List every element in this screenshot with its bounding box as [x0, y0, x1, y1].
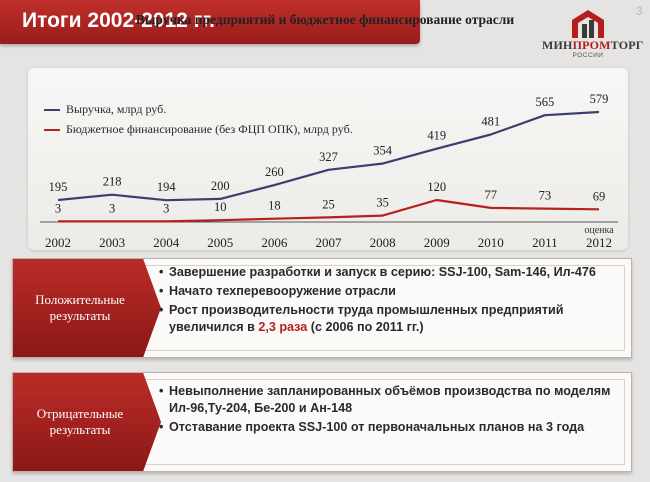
series-line-budget — [58, 198, 600, 223]
data-label: 200 — [211, 179, 230, 193]
x-tick-label: 2009 — [424, 235, 450, 250]
positive-results-list: Завершение разработки и запуск в серию: … — [159, 259, 631, 338]
data-label: 73 — [539, 189, 552, 203]
bullet-text: Завершение разработки и запуск в серию: … — [169, 265, 596, 279]
minpromtorg-logo: МИНПРОМТОРГ РОССИИ — [542, 6, 644, 68]
x-tick-label: 2002 — [45, 235, 71, 250]
positive-item: Начато техперевооружение отрасли — [159, 283, 617, 300]
bullet-text: Невыполнение запланированных объёмов про… — [169, 384, 611, 415]
logo-wordmark: МИНПРОМТОРГ — [542, 38, 644, 52]
data-label: 69 — [593, 189, 606, 203]
x-tick-label: 2011 — [532, 235, 558, 250]
page-number: 3 — [636, 4, 643, 18]
legend-item-revenue: Выручка, млрд руб. — [44, 102, 166, 118]
logo-emblem-icon — [572, 10, 604, 38]
x-tick-label: 2006 — [261, 235, 288, 250]
data-label: 481 — [481, 115, 500, 129]
highlight-text: 2,3 раза — [258, 320, 308, 334]
data-label: 195 — [49, 180, 68, 194]
positive-item: Завершение разработки и запуск в серию: … — [159, 264, 617, 281]
legend-swatch-budget — [44, 129, 60, 132]
data-label: 35 — [376, 196, 389, 210]
x-tick-label: 2003 — [99, 235, 125, 250]
positive-results-label: Положительные результаты — [35, 292, 125, 323]
x-tick-label: 2007 — [316, 235, 343, 250]
series-line-revenue — [57, 110, 600, 202]
data-label: 194 — [157, 180, 177, 194]
revenue-budget-chart: 2002 2003 2004 2005 2006 2007 2008 2009 2010 2011… — [40, 92, 618, 250]
logo-subtitle: РОССИИ — [572, 52, 604, 59]
negative-item: Невыполнение запланированных объёмов про… — [159, 383, 617, 417]
legend-label-revenue: Выручка, млрд руб. — [66, 102, 167, 116]
data-label: 3 — [109, 201, 115, 215]
x-tick-note: оценка — [584, 225, 614, 236]
title-bar: Итоги 2002-2012 гг. — [0, 0, 420, 44]
data-label: 565 — [536, 95, 555, 109]
x-tick-label: 2008 — [370, 235, 396, 250]
bullet-text: Начато техперевооружение отрасли — [169, 284, 396, 298]
data-label: 327 — [319, 150, 338, 164]
data-label: 120 — [427, 180, 446, 194]
data-label: 218 — [103, 175, 122, 189]
x-tick-label: 2010 — [478, 235, 504, 250]
data-label: 3 — [55, 201, 61, 215]
positive-results-panel: Положительные результаты Завершение разр… — [12, 258, 632, 358]
chart-title: Выручка предприятий и бюджетное финансир… — [135, 12, 515, 27]
legend-item-budget: Бюджетное финансирование (без ФЦП ОПК), … — [44, 122, 353, 138]
x-tick-label: 2012 — [586, 235, 612, 250]
bullet-text: Отставание проекта SSJ-100 от первоначал… — [169, 420, 585, 434]
x-tick-label: 2005 — [207, 235, 233, 250]
bullet-text: (с 2006 по 2011 гг.) — [307, 320, 424, 334]
data-label: 25 — [322, 197, 335, 211]
data-label: 354 — [373, 144, 393, 158]
x-tick-label: 2004 — [153, 235, 180, 250]
slide-title: Итоги 2002-2012 гг. — [22, 9, 215, 32]
data-label: 419 — [427, 129, 446, 143]
data-label: 77 — [485, 188, 498, 202]
data-label: 260 — [265, 165, 284, 179]
negative-item: Отставание проекта SSJ-100 от первоначал… — [159, 419, 617, 436]
bullet-text: Рост производительности труда промышленн… — [169, 303, 564, 334]
negative-results-label-tab: Отрицательные результаты — [13, 373, 161, 471]
legend-label-budget: Бюджетное финансирование (без ФЦП ОПК), … — [66, 122, 353, 136]
data-label: 579 — [590, 92, 609, 106]
legend-swatch-revenue — [44, 109, 60, 112]
negative-results-label: Отрицательные результаты — [36, 406, 124, 437]
data-label: 18 — [268, 199, 281, 213]
positive-item: Рост производительности труда промышленн… — [159, 302, 617, 336]
data-label: 10 — [214, 200, 227, 214]
chart-panel — [28, 68, 628, 250]
negative-results-panel: Отрицательные результаты Невыполнение за… — [12, 372, 632, 472]
data-label: 3 — [163, 201, 169, 215]
positive-results-label-tab: Положительные результаты — [13, 259, 161, 357]
negative-results-list: Невыполнение запланированных объёмов про… — [159, 373, 631, 438]
